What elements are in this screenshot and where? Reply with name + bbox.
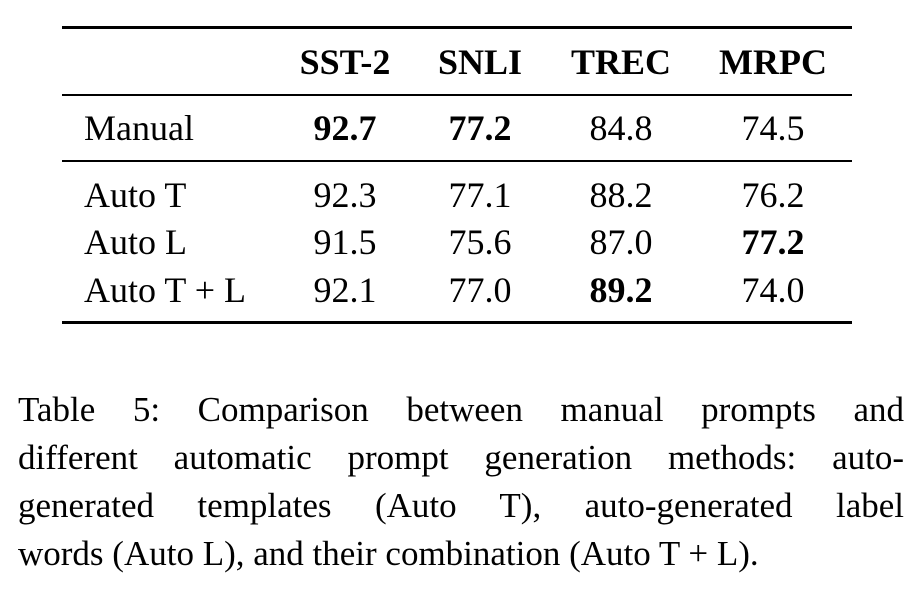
row-label-auto-l: Auto L [84, 222, 187, 262]
column-header-sst2: SST-2 [299, 42, 391, 82]
cell-auto-tl-sst2: 92.1 [313, 270, 377, 310]
column-header-snli: SNLI [437, 42, 523, 82]
cell-auto-t-trec: 88.2 [589, 175, 653, 215]
cell-auto-tl-trec: 89.2 [589, 270, 653, 310]
cell-manual-mrpc: 74.5 [741, 108, 805, 148]
cell-auto-tl-snli: 77.0 [448, 270, 512, 310]
row-label-manual: Manual [84, 108, 194, 148]
cell-manual-snli: 77.2 [448, 108, 512, 148]
table-header-rule [62, 94, 852, 96]
caption-line-1: Table 5: Comparison between manual promp… [18, 390, 904, 429]
cell-auto-t-sst2: 92.3 [313, 175, 377, 215]
cell-auto-l-snli: 75.6 [448, 222, 512, 262]
table-caption: Table 5: Comparison between manual promp… [18, 386, 904, 578]
column-header-trec: TREC [570, 42, 672, 82]
column-header-mrpc: MRPC [719, 42, 827, 82]
cell-auto-t-snli: 77.1 [448, 175, 512, 215]
cell-auto-t-mrpc: 76.2 [741, 175, 805, 215]
cell-manual-sst2: 92.7 [313, 108, 377, 148]
caption-line-4: words (Auto L), and their combination (A… [18, 534, 759, 573]
caption-line-3: generated templates (Auto T), auto-gener… [18, 486, 904, 525]
cell-auto-l-mrpc: 77.2 [741, 222, 805, 262]
cell-auto-tl-mrpc: 74.0 [741, 270, 805, 310]
cell-auto-l-sst2: 91.5 [313, 222, 377, 262]
table-bottom-rule [62, 321, 852, 324]
caption-line-2: different automatic prompt generation me… [18, 438, 904, 477]
row-label-auto-t: Auto T [84, 175, 187, 215]
table-top-rule [62, 26, 852, 29]
cell-auto-l-trec: 87.0 [589, 222, 653, 262]
cell-manual-trec: 84.8 [589, 108, 653, 148]
row-label-auto-t-plus-l: Auto T + L [84, 270, 246, 310]
table-mid-rule [62, 160, 852, 162]
